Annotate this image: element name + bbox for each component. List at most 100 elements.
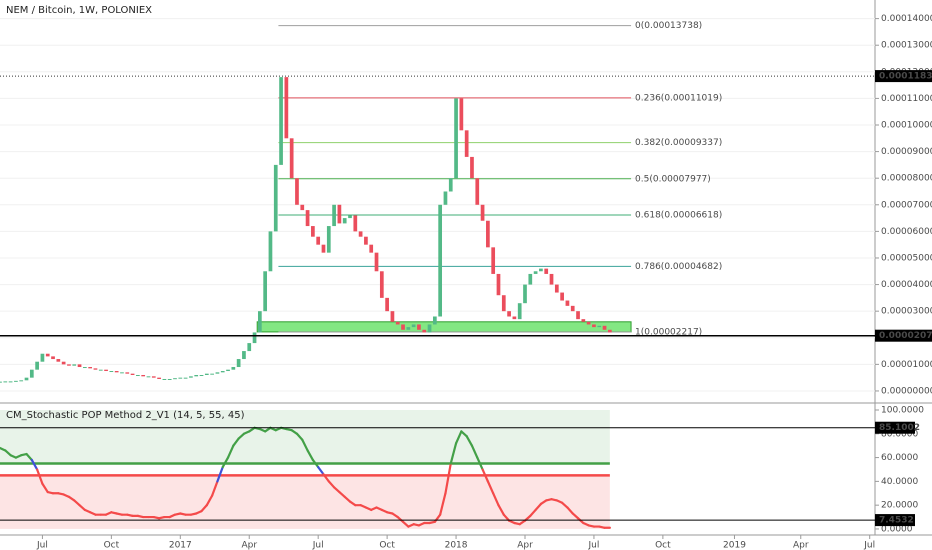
stoch-segment [338, 490, 346, 498]
candle [231, 367, 236, 370]
candle [337, 204, 342, 224]
candle [305, 210, 310, 227]
stoch-segment [433, 513, 442, 523]
level-label-box [875, 514, 915, 527]
candle [422, 329, 427, 333]
x-tick-label: Jul [36, 541, 48, 550]
stoch-segment [311, 458, 320, 469]
stoch-segment [226, 444, 235, 459]
stoch-segment [306, 449, 314, 462]
level-label: 85.1002 [879, 423, 920, 433]
candle [539, 268, 543, 272]
candle [607, 329, 612, 333]
candle [459, 98, 464, 131]
candle [507, 311, 511, 317]
fib-label: 0.618(0.00006618) [635, 210, 722, 220]
candle [146, 376, 151, 378]
candle [395, 321, 400, 325]
stoch-segment [25, 452, 33, 462]
fib-label: 0.5(0.00007977) [635, 174, 711, 184]
candle [300, 204, 305, 211]
candle [220, 371, 225, 373]
candle [501, 295, 506, 312]
candle [210, 373, 214, 375]
candle [56, 359, 61, 362]
candle [77, 364, 82, 368]
candle [45, 353, 50, 357]
candle [19, 380, 24, 382]
fib-label: 0.382(0.00009337) [635, 138, 722, 148]
stoch-segment [534, 502, 543, 512]
y-tick-label: 0.00001000 [881, 360, 932, 370]
y-tick-label: 20.0000 [881, 501, 918, 511]
candle [432, 316, 437, 325]
candle [257, 311, 262, 333]
candle [369, 244, 374, 253]
stoch-segment [529, 508, 537, 517]
candle [14, 380, 18, 382]
candle [570, 305, 575, 312]
chart-title: NEM / Bitcoin, 1W, POLONIEX [6, 5, 152, 16]
stoch-segment [401, 520, 410, 528]
candle [199, 375, 204, 376]
candle [189, 376, 193, 378]
candle [390, 311, 395, 322]
candle [194, 375, 199, 377]
stoch-segment [444, 462, 452, 495]
candle [109, 371, 114, 373]
candle [178, 377, 183, 379]
support-zone [256, 321, 632, 333]
candle [496, 273, 501, 296]
candle [279, 77, 283, 165]
stoch-segment [576, 517, 585, 525]
candle [348, 215, 352, 219]
candle [3, 381, 8, 383]
price-label-box [875, 329, 932, 342]
x-tick-label: Oct [655, 541, 671, 550]
candle [454, 98, 458, 179]
candle [247, 343, 252, 352]
x-tick-label: Oct [379, 541, 395, 550]
candle [51, 356, 55, 360]
candle [523, 284, 527, 304]
y-tick-label: 0.00000000 [881, 386, 932, 396]
stoch-segment [460, 430, 468, 438]
stoch-segment [470, 444, 479, 459]
stoch-segment [481, 468, 489, 483]
candle [40, 353, 45, 362]
candle [61, 361, 66, 365]
stoch-segment [205, 494, 214, 507]
candle [125, 372, 130, 374]
stoch-segment [476, 456, 484, 471]
x-tick-label: Jul [863, 541, 875, 550]
candle [263, 271, 268, 312]
y-tick-label: 40.0000 [881, 477, 918, 487]
candle [82, 367, 87, 369]
candle [236, 359, 241, 368]
fib-label: 0(0.00013738) [635, 21, 702, 31]
y-tick-label: 0.00003000 [881, 307, 932, 317]
candle [411, 324, 416, 328]
candle [342, 218, 347, 224]
stoch-segment [332, 486, 341, 494]
candle [475, 178, 480, 205]
y-tick-label: 0.00006000 [881, 227, 932, 237]
candle [157, 377, 161, 379]
candle [332, 204, 336, 227]
stoch-segment [301, 438, 309, 452]
candle [358, 231, 363, 237]
x-tick-label: 2018 [445, 541, 468, 550]
candle [353, 215, 358, 232]
lower-band [0, 475, 610, 529]
candle [162, 378, 167, 380]
candle [602, 325, 607, 330]
candle [379, 271, 384, 298]
stoch-segment [30, 458, 39, 471]
candle [151, 376, 156, 378]
stoch-segment [327, 480, 336, 489]
candle [311, 226, 315, 237]
stoch-segment [221, 456, 230, 469]
level-label: 7.4532 [879, 516, 914, 526]
indicator-title: CM_Stochastic POP Method 2_V1 (14, 5, 55… [6, 410, 245, 421]
y-tick-label: 0.00004000 [881, 280, 932, 290]
